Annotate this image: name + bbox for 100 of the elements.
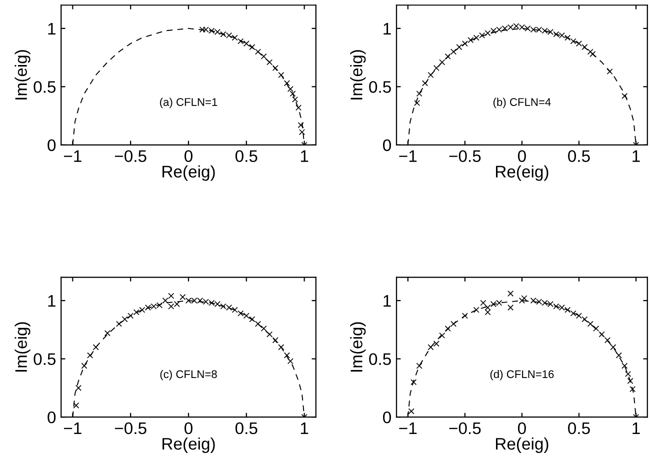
x-tick-label: −0.5 [449, 422, 481, 434]
point [622, 362, 628, 369]
point [254, 320, 262, 327]
x-tick-label: −1 [64, 422, 82, 434]
y-tick-label: 0 [383, 411, 391, 424]
point [518, 298, 525, 304]
point [590, 51, 596, 58]
point [624, 370, 632, 377]
point [428, 344, 434, 350]
point [450, 320, 457, 327]
point [428, 72, 434, 78]
x-tick-label: 0.5 [568, 422, 590, 434]
y-tick-label: 1 [48, 23, 56, 34]
point [287, 86, 294, 92]
point [292, 96, 298, 103]
point [484, 309, 491, 316]
point [416, 362, 422, 369]
point [272, 337, 278, 344]
point [410, 379, 417, 386]
point [598, 331, 605, 338]
point [616, 352, 622, 358]
point [254, 48, 262, 55]
x-tick-label: −0.5 [449, 150, 481, 162]
y-tick-label: 1 [384, 23, 391, 34]
point [484, 304, 491, 311]
point [104, 330, 110, 336]
point [278, 72, 284, 78]
point [508, 304, 514, 311]
point [444, 326, 451, 332]
annotation: (a) CFLN=1 [160, 98, 218, 108]
x-tick-label: −0.5 [114, 422, 146, 434]
y-tick-label: 1 [48, 295, 56, 307]
point [75, 384, 82, 391]
point [593, 326, 600, 332]
point [162, 298, 168, 304]
x-tick-label: 0.5 [568, 150, 590, 162]
point [462, 312, 468, 319]
point [73, 402, 80, 408]
y-axis-title: Im(eig) [14, 322, 30, 372]
x-tick-label: 1 [300, 150, 308, 162]
x-tick-label: 1 [300, 422, 308, 434]
y-tick-label: 0 [48, 139, 56, 152]
x-tick-label: −1 [399, 422, 417, 434]
point [433, 340, 440, 347]
point [433, 65, 440, 72]
point [408, 408, 414, 414]
point [416, 90, 422, 97]
point [604, 337, 611, 344]
x-tick-label: 0 [518, 150, 526, 162]
x-tick-label: 1 [632, 422, 640, 434]
point [462, 40, 468, 47]
point [521, 295, 528, 302]
y-tick-label: 0.5 [34, 81, 56, 93]
point [508, 290, 514, 297]
point [439, 332, 446, 339]
point [92, 344, 99, 350]
point [473, 306, 480, 313]
point [414, 100, 420, 106]
y-axis-title: Im(eig) [350, 50, 366, 100]
annotation: (d) CFLN=16 [490, 370, 554, 380]
point [284, 80, 290, 86]
point [298, 122, 304, 128]
point [422, 80, 428, 86]
point [622, 92, 628, 100]
point [587, 48, 594, 55]
point [266, 331, 273, 338]
point [260, 53, 267, 60]
x-axis-title: Re(eig) [162, 437, 215, 454]
x-tick-label: −0.5 [114, 150, 146, 162]
point [298, 129, 306, 136]
point [266, 59, 273, 66]
point [582, 44, 588, 50]
point [290, 90, 296, 97]
point [272, 65, 278, 72]
y-axis-title: Im(eig) [350, 322, 366, 372]
y-tick-label: 0 [383, 139, 391, 152]
point [249, 316, 256, 322]
y-tick-label: 0.5 [34, 353, 56, 366]
x-axis-title: Re(eig) [496, 437, 548, 454]
y-tick-label: 1 [384, 295, 391, 307]
y-axis-title: Im(eig) [14, 50, 30, 100]
point [630, 386, 636, 392]
point [582, 316, 588, 322]
point [81, 362, 88, 369]
point [444, 53, 451, 60]
x-tick-label: 0 [184, 422, 192, 434]
y-tick-label: 0 [48, 411, 56, 424]
point [610, 344, 616, 350]
point [122, 316, 128, 322]
x-tick-label: 0 [518, 422, 526, 434]
point [606, 68, 613, 75]
point [284, 352, 290, 358]
point [168, 292, 174, 299]
x-tick-label: 0.5 [235, 150, 258, 162]
x-tick-label: −1 [64, 150, 82, 162]
annotation: (c) CFLN=8 [160, 370, 217, 380]
y-tick-label: 0.5 [369, 81, 391, 93]
point [260, 326, 267, 332]
point [249, 44, 256, 50]
annotation: (b) CFLN=4 [493, 98, 551, 108]
